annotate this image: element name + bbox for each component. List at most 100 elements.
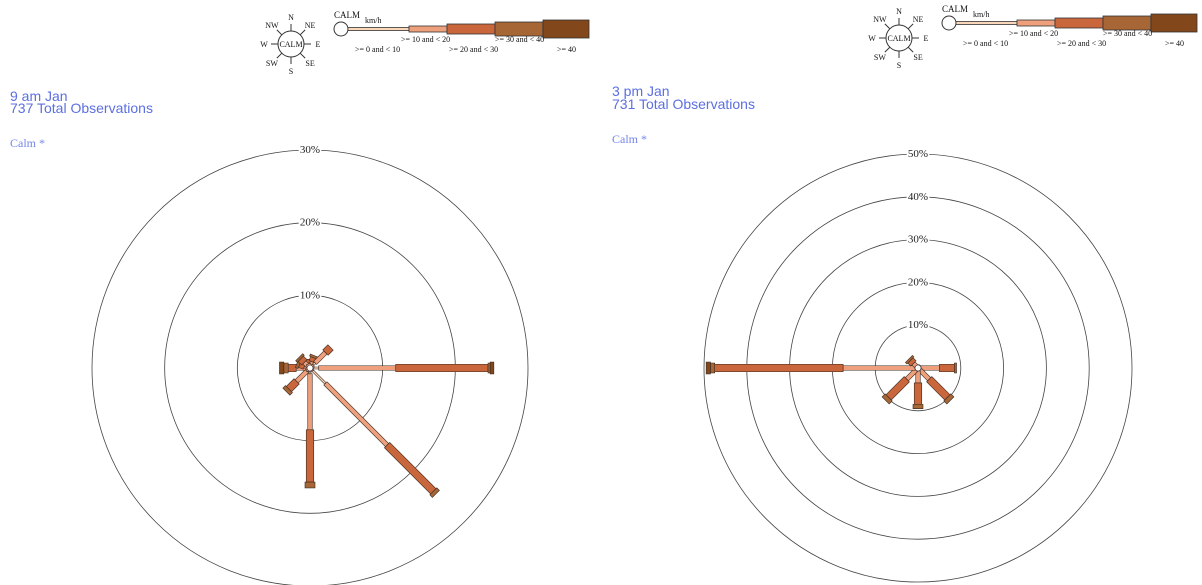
legend-bin-swatch-3 [1054, 17, 1104, 29]
calm-center-circle [914, 364, 922, 372]
wind-rose-2: 10% 20% 30% 40% 50% [703, 147, 1133, 583]
compass-label-nw: NW [873, 15, 887, 24]
bar-e-bin-3 [939, 363, 955, 373]
wind-rose-1: 10% 20% 30% [91, 143, 529, 585]
calm-center-circle [306, 364, 314, 372]
compass-label-s: S [897, 61, 901, 70]
bar-se-bin-4 [429, 487, 440, 498]
bar-se-bin-3 [383, 441, 437, 495]
panel-1-subtitle: 737 Total Observations [10, 100, 153, 116]
compass-label-n: N [896, 7, 902, 16]
legend-bin-label-5: >= 40 [1165, 39, 1184, 48]
compass-tick-sw [884, 46, 891, 53]
panel-1-title: 9 am Jan [10, 88, 68, 104]
legend-unit: km/h [365, 16, 381, 25]
bar-e-bin-5 [489, 361, 495, 375]
ring-label-bg-4 [906, 189, 930, 202]
ring-label-4: 40% [908, 191, 928, 203]
legend-bin-label-5: >= 40 [557, 45, 576, 54]
ring-label-bg-1 [906, 318, 930, 331]
bar-s-bin-4 [304, 481, 316, 489]
bar-s-bin-3 [305, 429, 315, 483]
legend-bin-swatch-5 [542, 19, 590, 39]
ring-label-bg-2 [298, 215, 322, 228]
bar-w-bin-2 [842, 365, 917, 371]
compass-label-sw: SW [874, 53, 886, 62]
bar-sw-bin-4 [282, 385, 293, 396]
ring-label-1: 10% [300, 289, 320, 301]
legend-bin-swatch-2 [408, 25, 448, 33]
ring-label-3: 30% [908, 234, 928, 246]
compass-label-ne: NE [913, 15, 924, 24]
bar-sw-bin-4 [881, 393, 893, 405]
ring-label-bg-2 [906, 275, 930, 288]
compass-label-nw: NW [265, 21, 279, 30]
legend-bin-label-2: >= 10 and < 20 [1009, 29, 1058, 38]
ring-label-2: 20% [908, 276, 928, 288]
legend-bin-swatch-4 [494, 21, 544, 37]
ring-label-5: 50% [908, 148, 928, 160]
panel-1-calm-label: Calm * [10, 136, 45, 150]
legend-unit: km/h [973, 10, 989, 19]
legend-bin-label-4: >= 30 and < 40 [495, 35, 544, 44]
bar-e-bin-4 [954, 362, 957, 374]
compass-label-w: W [260, 40, 268, 49]
bar-w-bin-5 [279, 361, 285, 375]
bar-se-bin-4 [943, 393, 955, 405]
bar-e-bin-4 [487, 362, 491, 374]
ring-label-1: 10% [908, 319, 928, 331]
bar-w-bin-4 [710, 362, 716, 374]
compass-label-sw: SW [266, 59, 278, 68]
compass-label-s: S [289, 67, 293, 76]
compass-label-e: E [316, 40, 321, 49]
bar-e-bin-3 [395, 363, 489, 373]
compass-label-se: SE [913, 53, 922, 62]
bar-s-bin-2 [307, 373, 313, 431]
compass-label-se: SE [305, 59, 314, 68]
ring-label-bg-5 [906, 147, 930, 159]
legend-bin-swatch-5 [1150, 13, 1198, 33]
legend-calm-circle [941, 15, 957, 31]
panel-2-title: 3 pm Jan [612, 83, 670, 99]
compass-tick-ne [907, 23, 914, 30]
legend-calm-label: CALM [942, 4, 968, 14]
compass-label-n: N [288, 13, 294, 22]
compass-label-ne: NE [305, 21, 316, 30]
ring-label-bg-1 [298, 288, 322, 301]
legend-bin-label-1: >= 0 and < 10 [963, 39, 1008, 48]
legend-bin-swatch-4 [1102, 15, 1152, 31]
legend-bin-label-3: >= 20 and < 30 [1057, 39, 1106, 48]
legend-bin-label-2: >= 10 and < 20 [401, 35, 450, 44]
bar-sw-bin-3 [885, 376, 910, 401]
bar-e-bin-2 [318, 365, 397, 371]
bar-ne-bin-3 [322, 344, 334, 356]
legend-calm-label: CALM [334, 10, 360, 20]
bar-nw-bin-4 [904, 354, 915, 365]
compass-tick-nw [276, 29, 283, 36]
compass-label-e: E [924, 34, 929, 43]
bar-w-bin-5 [705, 361, 711, 375]
compass-center-label: CALM [279, 40, 302, 49]
ring-label-bg-3 [298, 143, 322, 155]
bar-se-bin-3 [926, 376, 951, 401]
compass-tick-ne [299, 29, 306, 36]
legend-bin-label-4: >= 30 and < 40 [1103, 29, 1152, 38]
ring-label-bg-3 [906, 232, 930, 245]
bar-nw-bin-4 [295, 353, 305, 363]
compass-center-label: CALM [887, 34, 910, 43]
bar-s-bin-3 [913, 382, 923, 405]
legend-bin-swatch-1 [347, 27, 410, 31]
bar-w-bin-3 [287, 363, 297, 373]
ring-label-2: 20% [300, 217, 320, 229]
compass-tick-sw [276, 52, 283, 59]
ring-label-3: 30% [300, 144, 320, 156]
compass-tick-se [299, 52, 306, 59]
legend-bin-label-1: >= 0 and < 10 [355, 45, 400, 54]
bar-w-bin-3 [714, 363, 844, 373]
compass-label-w: W [868, 34, 876, 43]
compass-tick-nw [884, 23, 891, 30]
legend-calm-circle [333, 21, 349, 37]
